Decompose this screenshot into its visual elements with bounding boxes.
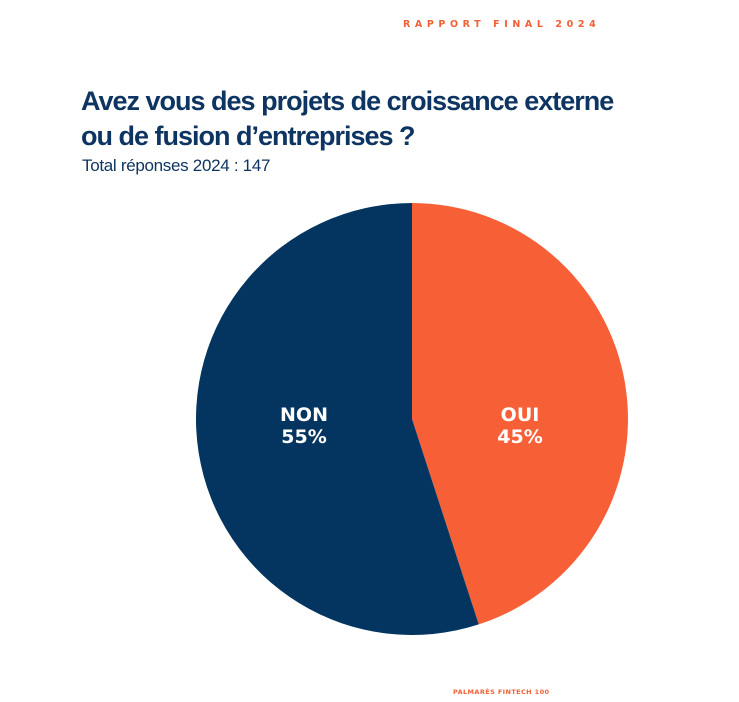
pie-label-oui-value: 45% — [497, 426, 542, 448]
pie-slice-non — [196, 203, 479, 635]
report-header-label: RAPPORT FINAL 2024 — [403, 19, 601, 30]
chart-subtitle: Total réponses 2024 : 147 — [82, 156, 271, 175]
pie-slice-oui — [412, 203, 629, 625]
chart-title-line-1: Avez vous des projets de croissance exte… — [81, 86, 614, 116]
pie-slices — [196, 203, 629, 635]
chart-title: Avez vous des projets de croissance exte… — [81, 84, 701, 154]
pie-label-non-value: 55% — [281, 426, 326, 448]
chart-title-line-2: ou de fusion d’entreprises ? — [81, 121, 416, 151]
pie-label-oui-category: OUI — [501, 404, 540, 426]
footer-label: PALMARÈS FINTECH 100 — [453, 688, 550, 696]
pie-label-non-category: NON — [280, 404, 328, 426]
